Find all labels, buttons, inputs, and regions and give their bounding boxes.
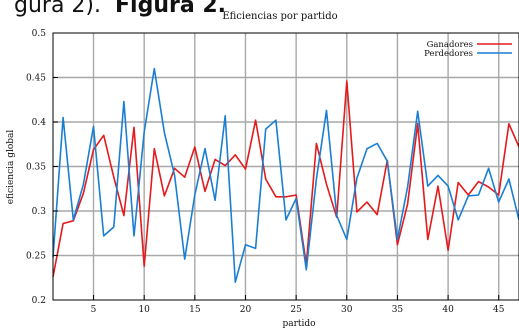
x-axis-label: partido <box>282 319 315 329</box>
grid-lines <box>53 33 519 300</box>
y-axis-label: eficiencia global <box>6 130 16 205</box>
axis-ticks: 5 10 15 20 25 30 35 40 45 0.2 0.25 0.3 0.35 0.4 0.45 0.… <box>26 29 505 315</box>
legend-label: Ganadores <box>427 40 473 50</box>
x-tick-label: 25 <box>290 305 302 315</box>
figure-caption: gura 2). Figura 2. <box>14 0 226 18</box>
y-tick-label: 0.35 <box>26 163 46 173</box>
x-tick-label: 10 <box>138 305 150 315</box>
series-line-perdedores <box>52 67 519 284</box>
caption-label: Figura 2. <box>115 0 227 18</box>
x-tick-label: 40 <box>442 305 454 315</box>
y-tick-label: 0.4 <box>32 118 47 128</box>
x-tick-label: 45 <box>493 305 505 315</box>
x-tick-label: 30 <box>341 305 353 315</box>
x-tick-label: 15 <box>189 305 201 315</box>
y-tick-label: 0.3 <box>32 207 47 217</box>
y-tick-label: 0.2 <box>32 296 46 306</box>
y-tick-label: 0.25 <box>26 252 46 262</box>
series-line-ganadores <box>52 80 519 278</box>
x-tick-label: 35 <box>392 305 404 315</box>
legend-label: Perdedores <box>424 49 473 59</box>
x-tick-label: 20 <box>240 305 252 315</box>
series-group <box>52 67 519 284</box>
caption-prefix: gura 2). <box>14 0 102 18</box>
y-tick-label: 0.5 <box>32 29 47 39</box>
chart-title: Eficiencias por partido <box>222 11 337 22</box>
x-tick-label: 5 <box>91 305 97 315</box>
y-tick-label: 0.45 <box>26 74 46 84</box>
